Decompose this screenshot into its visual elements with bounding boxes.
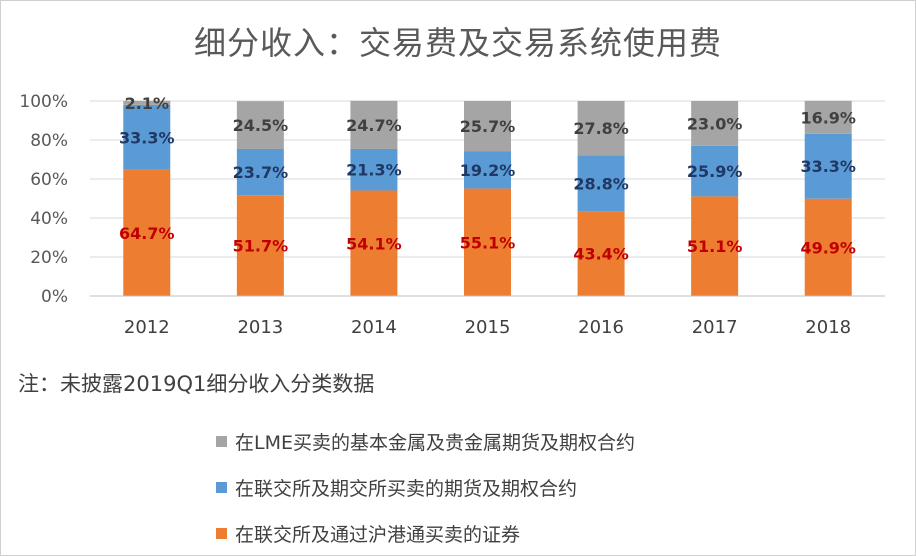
legend: 在LME买卖的基本金属及贵金属期货及期权合约 在联交所及期交所买卖的期货及期权合… xyxy=(216,418,635,556)
x-axis: 2012 2013 2014 2015 2016 2017 2018 xyxy=(90,295,885,338)
data-label: 27.8% xyxy=(573,119,629,138)
y-tick-label: 40% xyxy=(30,209,68,229)
data-label: 51.1% xyxy=(687,237,743,256)
x-tick-label: 2013 xyxy=(237,317,283,338)
bar-segment xyxy=(464,151,511,189)
legend-item-futures: 在联交所及期交所买卖的期货及期权合约 xyxy=(216,464,635,510)
bar-segment xyxy=(350,190,398,296)
data-label: 23.0% xyxy=(687,114,743,133)
bar-segment xyxy=(804,198,852,296)
data-label: 24.5% xyxy=(233,116,289,135)
bar-segment xyxy=(691,145,739,197)
bar-segment xyxy=(350,148,398,191)
data-label: 25.7% xyxy=(460,117,516,136)
data-label: 28.8% xyxy=(573,174,629,193)
x-tick-label: 2018 xyxy=(805,317,851,338)
y-tick-label: 100% xyxy=(19,92,68,112)
data-label: 19.2% xyxy=(460,161,516,180)
y-tick-label: 60% xyxy=(30,170,68,190)
y-axis: 0% 20% 40% 60% 80% 100% xyxy=(19,92,68,307)
legend-swatch-orange xyxy=(216,527,227,539)
chart-title: 细分收入：交易费及交易系统使用费 xyxy=(193,24,722,62)
footnote: 注：未披露2019Q1细分收入分类数据 xyxy=(18,372,375,396)
data-label: 43.4% xyxy=(573,245,629,264)
legend-label-securities: 在联交所及通过沪港通买卖的证券 xyxy=(235,523,521,546)
bar-segment xyxy=(350,100,398,149)
data-label: 2.1% xyxy=(125,94,169,113)
x-tick-label: 2012 xyxy=(124,317,170,338)
y-tick-label: 80% xyxy=(30,131,68,151)
data-label: 54.1% xyxy=(346,234,402,253)
data-label: 33.3% xyxy=(119,128,175,147)
bars: 64.7% 33.3% 2.1% 51.7% 23.7% 24.5% 54.1% 21.3% 2… xyxy=(119,94,856,296)
legend-swatch-blue xyxy=(216,481,227,493)
bar-segment xyxy=(691,196,739,296)
bar-segment xyxy=(236,101,284,149)
data-label: 23.7% xyxy=(233,163,289,182)
y-tick-label: 0% xyxy=(41,287,68,307)
x-tick-label: 2015 xyxy=(465,317,511,338)
data-label: 64.7% xyxy=(119,224,175,243)
legend-item-lme: 在LME买卖的基本金属及贵金属期货及期权合约 xyxy=(216,418,635,464)
data-label: 33.3% xyxy=(800,157,856,176)
legend-label-lme: 在LME买卖的基本金属及贵金属期货及期权合约 xyxy=(235,431,635,454)
legend-label-futures: 在联交所及期交所买卖的期货及期权合约 xyxy=(235,477,578,500)
data-label: 21.3% xyxy=(346,161,402,180)
bar-segment xyxy=(464,188,511,296)
bar-segment xyxy=(123,169,171,296)
data-label: 24.7% xyxy=(346,116,402,135)
legend-item-securities: 在联交所及通过沪港通买卖的证券 xyxy=(216,510,635,556)
legend-swatch-gray xyxy=(216,435,227,447)
bar-segment xyxy=(123,104,171,170)
bar-segment xyxy=(691,101,739,146)
bar-segment xyxy=(804,133,852,199)
bar-segment xyxy=(236,148,284,196)
data-label: 51.7% xyxy=(233,237,289,256)
x-tick-label: 2017 xyxy=(692,317,738,338)
y-tick-label: 20% xyxy=(30,248,68,268)
bar-segment xyxy=(577,101,625,156)
bar-segment xyxy=(236,195,284,296)
data-label: 16.9% xyxy=(800,108,856,127)
data-label: 25.9% xyxy=(687,162,743,181)
bar-segment xyxy=(577,211,625,296)
x-tick-label: 2014 xyxy=(351,317,397,338)
data-label: 55.1% xyxy=(460,233,516,252)
bar-segment xyxy=(123,100,171,105)
x-tick-label: 2016 xyxy=(578,317,624,338)
bar-segment xyxy=(464,101,511,152)
data-label: 49.9% xyxy=(800,238,856,257)
bar-segment xyxy=(577,155,625,212)
bar-segment xyxy=(804,100,852,134)
